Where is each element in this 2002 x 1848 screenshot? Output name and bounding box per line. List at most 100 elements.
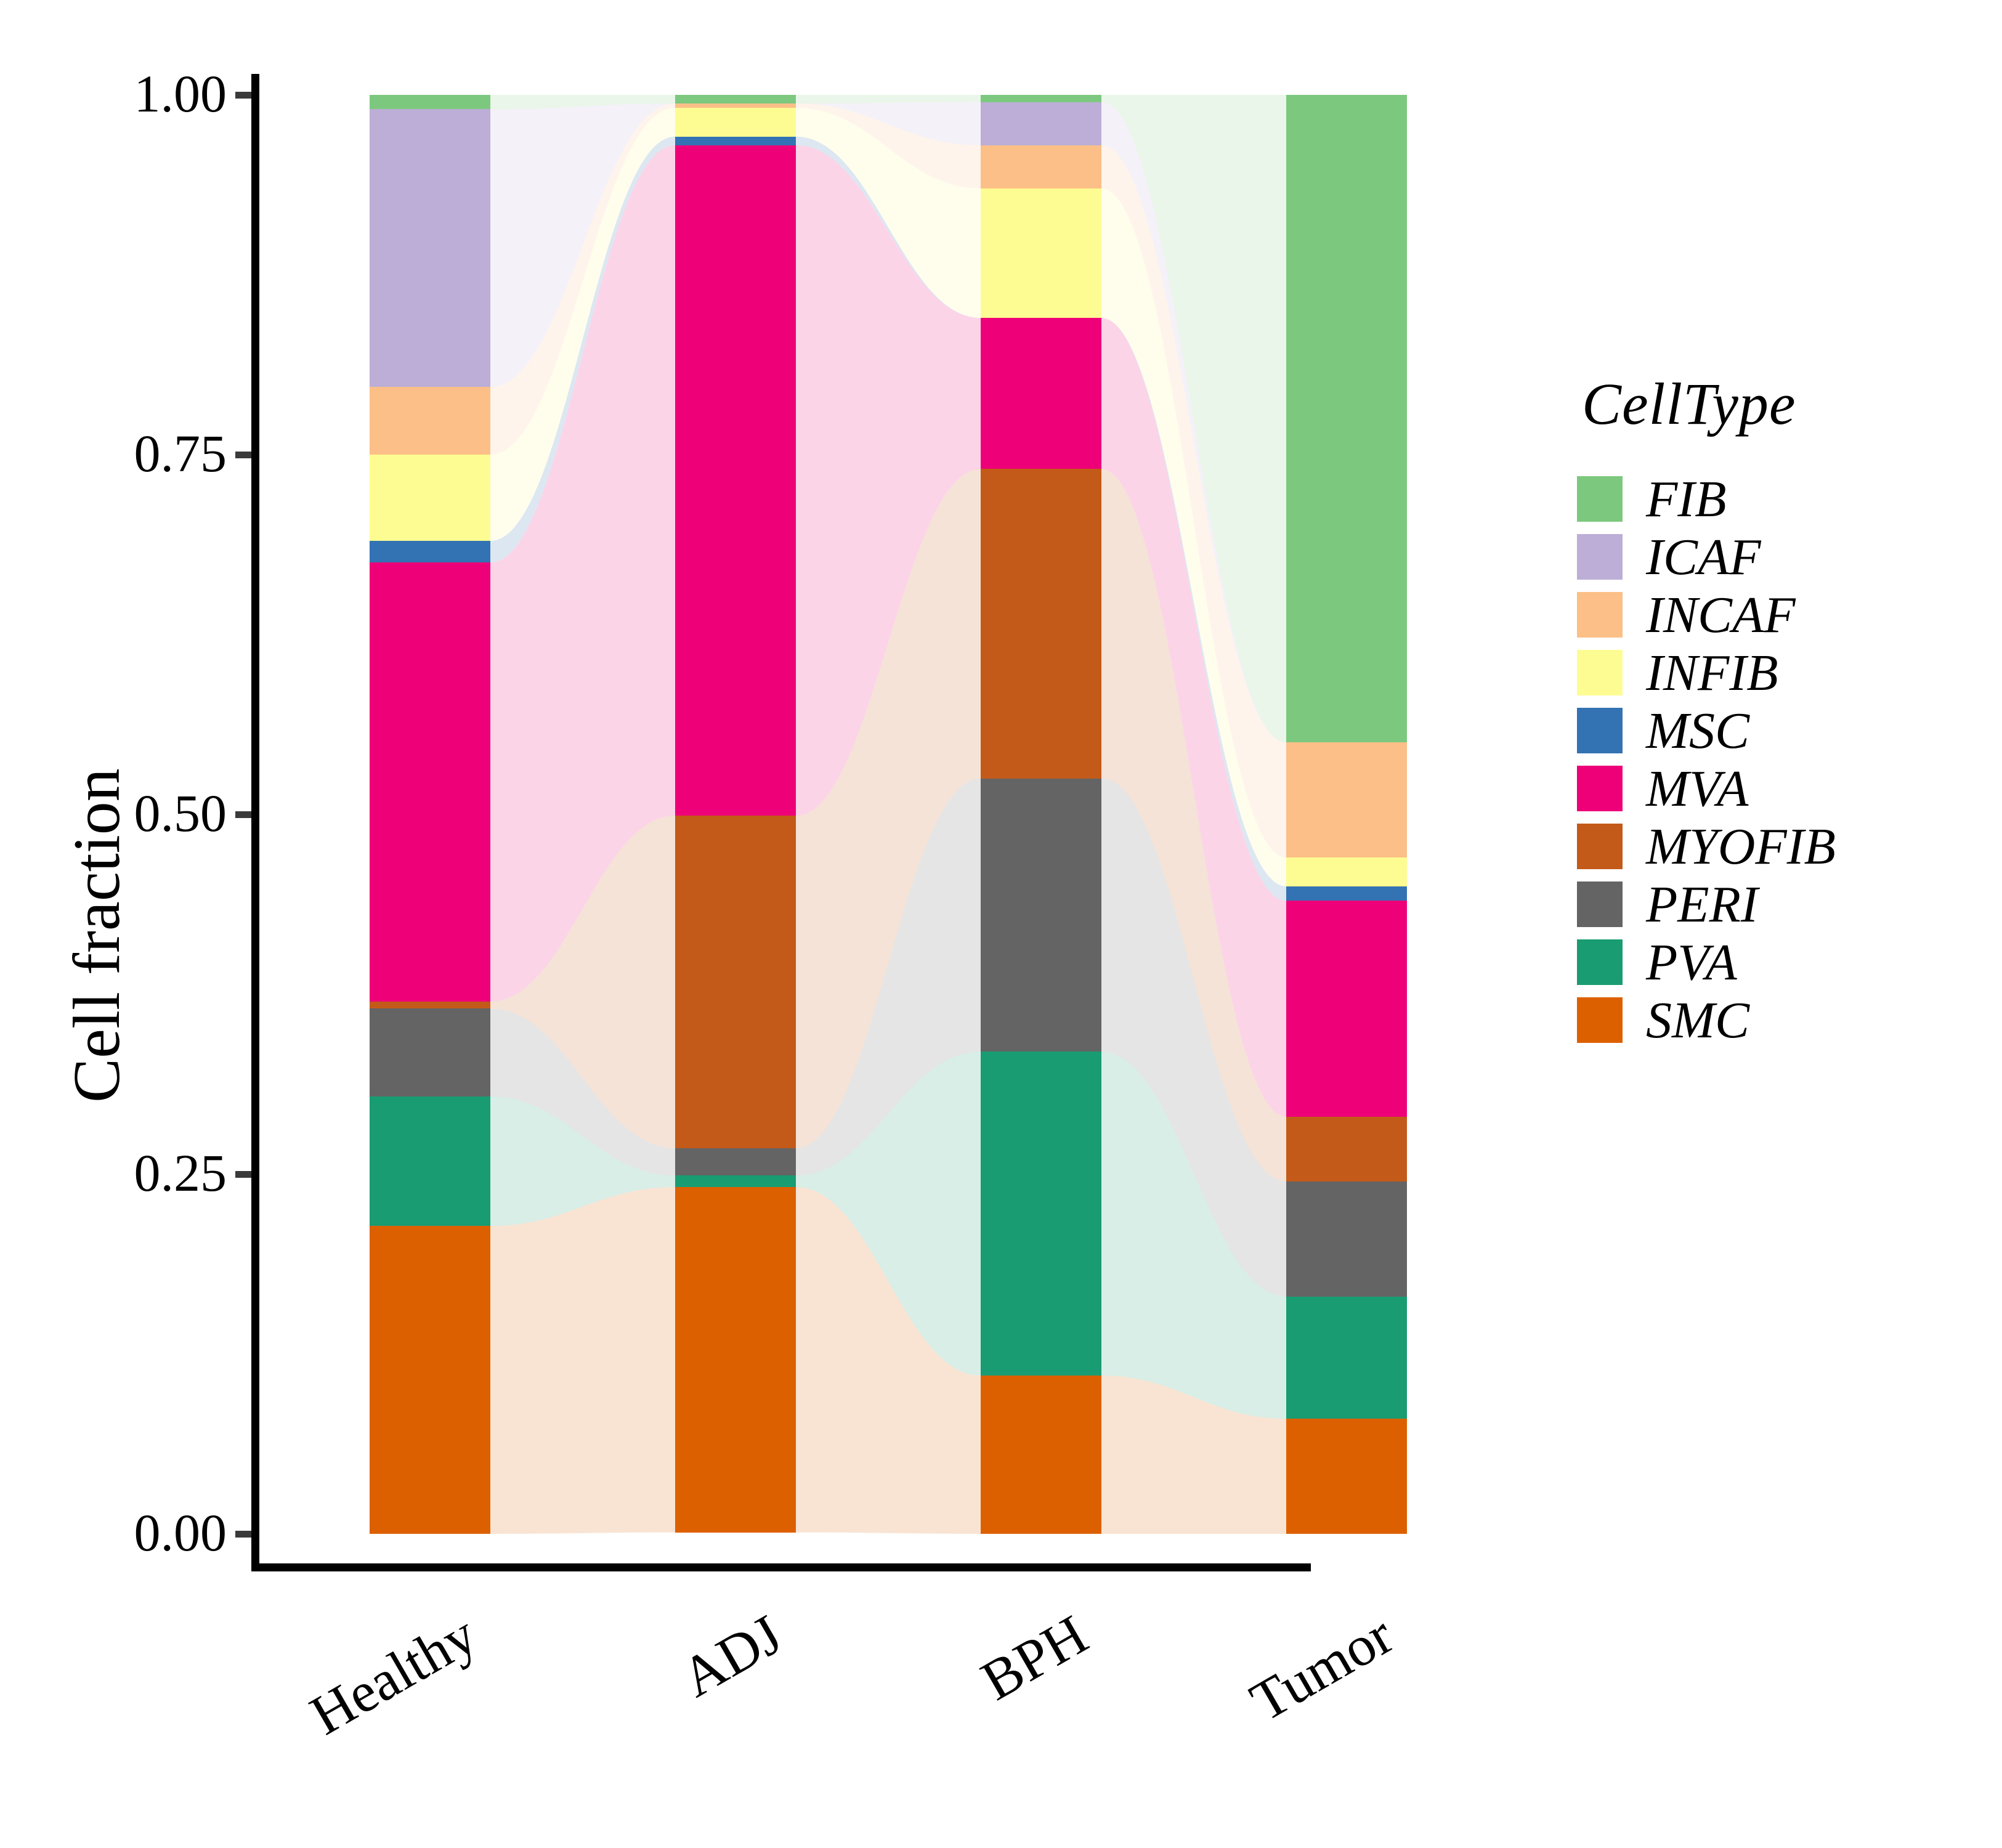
- flow-fib-adj-to-bph: [796, 95, 981, 104]
- flow-peri-bph-to-tumor: [1101, 778, 1286, 1297]
- bar-segment-tumor-msc[interactable]: [1286, 886, 1407, 901]
- bar-segment-adj-msc[interactable]: [675, 136, 796, 145]
- bar-segment-bph-incaf[interactable]: [981, 145, 1101, 188]
- plot-area: Cell fraction 1.00 0.75 0.50 0.25 0.00 Healt…: [0, 0, 1407, 1848]
- bar-segment-healthy-mva[interactable]: [370, 562, 490, 1002]
- flow-smc-healthy-to-adj: [490, 1187, 675, 1534]
- bar-segment-tumor-peri[interactable]: [1286, 1181, 1407, 1297]
- flow-incaf-healthy-to-adj: [490, 103, 675, 455]
- flow-smc-bph-to-tumor: [1101, 1376, 1286, 1534]
- legend-swatch-myofib: [1577, 824, 1623, 869]
- y-tick-mark: [235, 92, 251, 99]
- legend-swatch-peri: [1577, 881, 1623, 927]
- legend-label: INCAF: [1646, 586, 1796, 644]
- legend-label: MSC: [1646, 702, 1749, 760]
- flow-fib-healthy-to-adj: [490, 95, 675, 110]
- flow-incaf-adj-to-bph: [796, 103, 981, 188]
- flow-icaf-bph-to-tumor: [1101, 102, 1286, 743]
- bar-segment-adj-incaf[interactable]: [675, 103, 796, 108]
- bar-segment-tumor-smc[interactable]: [1286, 1419, 1407, 1534]
- y-tick-mark: [235, 1171, 251, 1178]
- legend-label: SMC: [1646, 991, 1749, 1049]
- legend-swatch-pva: [1577, 939, 1623, 985]
- flow-incaf-bph-to-tumor: [1101, 145, 1286, 858]
- flow-pva-bph-to-tumor: [1101, 1052, 1286, 1419]
- legend-swatch-mva: [1577, 766, 1623, 811]
- legend-item-myofib[interactable]: MYOFIB: [1577, 817, 1971, 875]
- bar-segment-bph-fib[interactable]: [981, 95, 1101, 102]
- bar-segment-tumor-myofib[interactable]: [1286, 1116, 1407, 1181]
- bar-segment-healthy-peri[interactable]: [370, 1008, 490, 1096]
- legend-swatch-smc: [1577, 997, 1623, 1043]
- flow-infib-healthy-to-adj: [490, 108, 675, 541]
- legend-item-icaf[interactable]: ICAF: [1577, 528, 1971, 586]
- bar-segment-healthy-fib[interactable]: [370, 95, 490, 110]
- alluvial-flows: [490, 95, 1286, 1534]
- bar-segment-healthy-msc[interactable]: [370, 541, 490, 563]
- bar-tumor[interactable]: [1286, 95, 1407, 1534]
- legend-item-mva[interactable]: MVA: [1577, 760, 1971, 817]
- flow-icaf-adj-to-bph: [796, 102, 981, 145]
- bar-segment-healthy-myofib[interactable]: [370, 1001, 490, 1009]
- bar-segment-bph-myofib[interactable]: [981, 469, 1101, 779]
- flow-msc-bph-to-tumor: [1101, 318, 1286, 901]
- legend-label: INFIB: [1646, 644, 1778, 702]
- flow-fib-bph-to-tumor: [1101, 95, 1286, 743]
- legend-item-msc[interactable]: MSC: [1577, 702, 1971, 760]
- legend-label: FIB: [1646, 470, 1727, 528]
- flow-icaf-healthy-to-adj: [490, 103, 675, 387]
- y-axis-line: [251, 74, 259, 1571]
- flow-mva-bph-to-tumor: [1101, 318, 1286, 1117]
- flow-pva-healthy-to-adj: [490, 1096, 675, 1226]
- legend-label: ICAF: [1646, 528, 1761, 586]
- bar-segment-bph-pva[interactable]: [981, 1052, 1101, 1376]
- bar-segment-tumor-infib[interactable]: [1286, 857, 1407, 886]
- bar-segment-adj-smc[interactable]: [675, 1187, 796, 1533]
- legend-item-pva[interactable]: PVA: [1577, 933, 1971, 991]
- legend-item-peri[interactable]: PERI: [1577, 875, 1971, 933]
- bar-segment-adj-peri[interactable]: [675, 1148, 796, 1176]
- y-tick-label: 1.00: [134, 64, 227, 123]
- y-tick-mark: [235, 1531, 251, 1538]
- bar-segment-bph-icaf[interactable]: [981, 102, 1101, 145]
- bar-healthy[interactable]: [370, 95, 490, 1534]
- y-tick-label: 0.75: [134, 424, 227, 483]
- y-tick-label: 0.50: [134, 784, 227, 843]
- legend-item-fib[interactable]: FIB: [1577, 470, 1971, 528]
- bar-segment-healthy-incaf[interactable]: [370, 387, 490, 455]
- legend: CellType FIB ICAF INCAF INFIB MSC MVA MYOFIB PE…: [1577, 370, 1971, 1049]
- bar-segment-tumor-pva[interactable]: [1286, 1296, 1407, 1419]
- bar-segment-healthy-infib[interactable]: [370, 455, 490, 541]
- y-tick-mark: [235, 452, 251, 458]
- bar-segment-adj-pva[interactable]: [675, 1175, 796, 1188]
- bar-segment-bph-mva[interactable]: [981, 318, 1101, 469]
- bar-segment-bph-peri[interactable]: [981, 778, 1101, 1052]
- legend-item-infib[interactable]: INFIB: [1577, 644, 1971, 702]
- bar-segment-bph-infib[interactable]: [981, 188, 1101, 318]
- flow-pva-adj-to-bph: [796, 1052, 981, 1376]
- bar-segment-adj-myofib[interactable]: [675, 816, 796, 1148]
- legend-item-incaf[interactable]: INCAF: [1577, 586, 1971, 644]
- x-axis-line: [251, 1563, 1311, 1571]
- bar-segment-bph-smc[interactable]: [981, 1376, 1101, 1534]
- bar-segment-tumor-fib[interactable]: [1286, 95, 1407, 743]
- bar-bph[interactable]: [981, 95, 1101, 1534]
- bar-segment-tumor-incaf[interactable]: [1286, 742, 1407, 858]
- bar-segment-healthy-icaf[interactable]: [370, 109, 490, 387]
- y-tick-label-group: 1.00 0.75 0.50 0.25 0.00: [0, 0, 233, 1848]
- legend-item-smc[interactable]: SMC: [1577, 991, 1971, 1049]
- bar-segment-adj-infib[interactable]: [675, 108, 796, 137]
- legend-swatch-icaf: [1577, 534, 1623, 580]
- legend-label: MYOFIB: [1646, 817, 1836, 875]
- flow-mva-healthy-to-adj: [490, 145, 675, 1002]
- bar-segment-adj-fib[interactable]: [675, 95, 796, 104]
- flow-infib-bph-to-tumor: [1101, 188, 1286, 886]
- bar-segment-healthy-pva[interactable]: [370, 1096, 490, 1226]
- bar-segment-tumor-mva[interactable]: [1286, 901, 1407, 1117]
- bar-adj[interactable]: [675, 95, 796, 1534]
- y-tick-label: 0.25: [134, 1143, 227, 1202]
- bar-segment-adj-mva[interactable]: [675, 145, 796, 816]
- flow-myofib-healthy-to-adj: [490, 816, 675, 1148]
- bar-segment-healthy-smc[interactable]: [370, 1226, 490, 1534]
